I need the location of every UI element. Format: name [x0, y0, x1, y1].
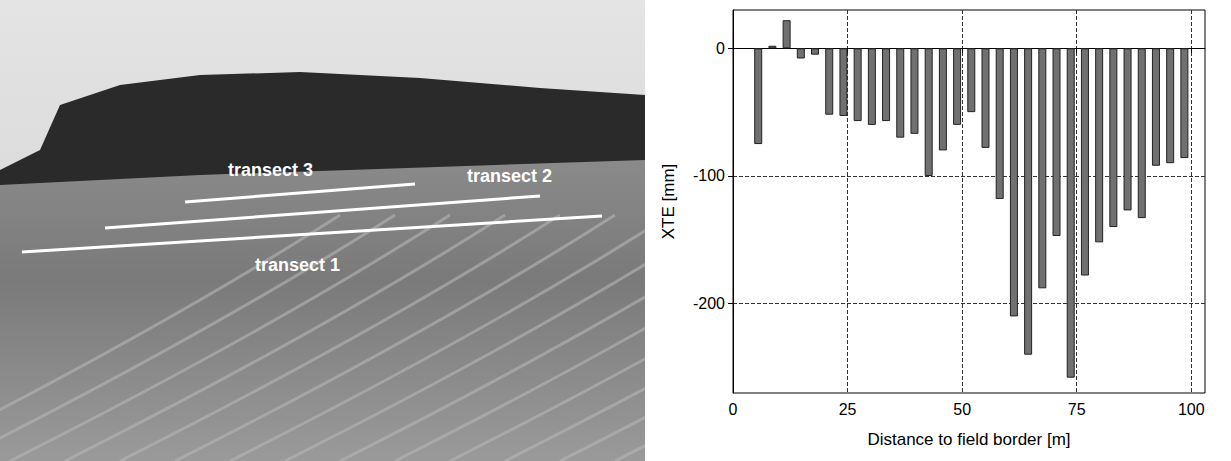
svg-text:0: 0 — [729, 401, 738, 418]
svg-text:0: 0 — [716, 40, 725, 57]
svg-text:transect 3: transect 3 — [228, 160, 313, 180]
svg-text:25: 25 — [839, 401, 857, 418]
svg-text:transect 2: transect 2 — [467, 166, 552, 186]
svg-text:transect 1: transect 1 — [255, 255, 340, 275]
svg-text:Distance to field border [m]: Distance to field border [m] — [867, 430, 1070, 449]
svg-text:100: 100 — [1178, 401, 1205, 418]
svg-text:50: 50 — [953, 401, 971, 418]
svg-text:-200: -200 — [693, 295, 725, 312]
svg-text:-100: -100 — [693, 167, 725, 184]
svg-text:XTE [mm]: XTE [mm] — [659, 164, 678, 240]
svg-text:75: 75 — [1068, 401, 1086, 418]
